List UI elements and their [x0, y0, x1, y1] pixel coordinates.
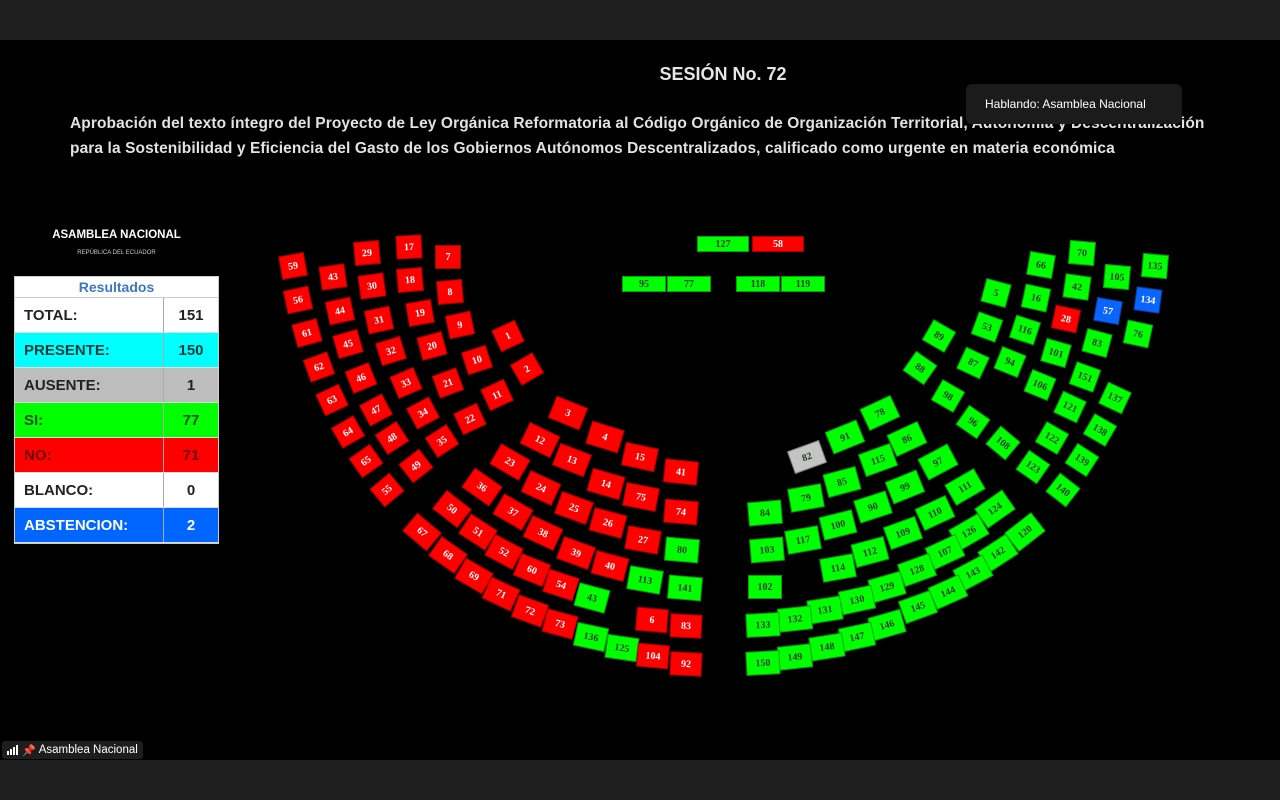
seat-no: 104: [636, 642, 670, 670]
results-row: SI: 77: [15, 403, 218, 438]
logo-title: ASAMBLEA NACIONAL: [52, 229, 181, 241]
results-label: TOTAL:: [15, 298, 164, 332]
seat-no: 83: [669, 613, 703, 639]
seat-si: 149: [776, 643, 814, 671]
seat-si: 150: [745, 650, 781, 676]
seat-no: 92: [669, 651, 703, 677]
seat-si: 77: [667, 276, 711, 292]
seat-si: 132: [776, 605, 814, 633]
results-label: SI:: [15, 403, 164, 437]
seat-no: 58: [752, 236, 804, 252]
seat-abstencion: 57: [1093, 296, 1123, 326]
results-label: ABSTENCION:: [15, 508, 164, 542]
seat-si: 16: [1020, 283, 1052, 313]
results-label: NO:: [15, 438, 164, 472]
seat-no: 28: [1050, 304, 1082, 334]
seat-abstencion: 134: [1133, 286, 1163, 314]
logo-subtitle: REPÚBLICA DEL ECUADOR: [77, 250, 156, 256]
motion-description-line1: Aprobación del texto íntegro del Proyect…: [70, 115, 1205, 132]
seat-si: 119: [781, 276, 825, 292]
results-label: PRESENTE:: [15, 333, 164, 367]
seat-no: 59: [278, 251, 308, 281]
seat-si: 125: [604, 633, 640, 663]
results-table: Resultados TOTAL: 151 PRESENTE: 150 AUSENTE:…: [14, 276, 219, 544]
seat-si: 127: [697, 236, 749, 252]
seat-si: 76: [1122, 319, 1154, 349]
seat-si: 102: [748, 575, 782, 599]
seat-no: 18: [396, 266, 424, 294]
results-value: 150: [178, 341, 204, 359]
seat-si: 103: [749, 536, 785, 564]
results-value: 1: [186, 376, 196, 394]
results-row: AUSENTE: 1: [15, 368, 218, 403]
seat-no: 6: [635, 606, 669, 634]
seat-si: 80: [664, 536, 700, 564]
results-value: 77: [182, 411, 200, 429]
seat-no: 19: [405, 298, 435, 328]
seat-si: 105: [1103, 263, 1131, 291]
results-label: BLANCO:: [15, 473, 164, 507]
results-label: AUSENTE:: [15, 368, 164, 402]
results-row: BLANCO: 0: [15, 473, 218, 508]
seat-si: 135: [1141, 252, 1169, 280]
seat-no: 41: [662, 458, 700, 486]
results-row: TOTAL: 151: [15, 298, 218, 333]
seat-no: 17: [395, 234, 423, 260]
results-row: PRESENTE: 150: [15, 333, 218, 368]
seat-no: 74: [663, 498, 699, 526]
pin-icon: 📌: [22, 744, 36, 757]
seat-no: 30: [357, 272, 387, 300]
results-value: 0: [186, 481, 196, 499]
seat-no: 7: [435, 245, 461, 269]
results-row: ABSTENCION: 2: [15, 508, 218, 543]
session-title: SESIÓN No. 72: [659, 64, 787, 84]
results-value: 71: [182, 446, 200, 464]
results-row: NO: 71: [15, 438, 218, 473]
seat-si: 66: [1026, 250, 1056, 280]
seat-si: 118: [736, 276, 780, 292]
seat-si: 141: [667, 574, 703, 602]
results-value: 2: [186, 516, 196, 534]
seat-no: 43: [318, 263, 348, 291]
seat-no: 8: [436, 278, 464, 306]
speaking-indicator: Hablando: Asamblea Nacional: [966, 84, 1182, 124]
seat-si: 42: [1062, 273, 1092, 301]
seat-si: 70: [1068, 239, 1096, 267]
motion-description-line2: para la Sostenibilidad y Eficiencia del …: [70, 140, 1115, 157]
participant-name: Asamblea Nacional: [38, 744, 138, 756]
seat-si: 84: [747, 499, 783, 527]
participant-label: 📌 Asamblea Nacional: [2, 741, 143, 759]
results-title: Resultados: [15, 277, 218, 298]
seat-no: 29: [353, 239, 381, 267]
seat-si: 95: [622, 276, 666, 292]
results-value: 151: [178, 306, 204, 324]
seat-si: 133: [745, 612, 781, 638]
signal-icon: [7, 745, 18, 755]
